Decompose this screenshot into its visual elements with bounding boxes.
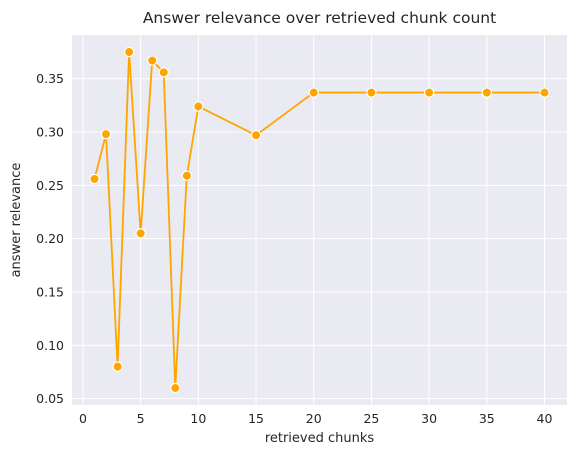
x-tick-label: 15 bbox=[248, 411, 264, 426]
data-point bbox=[366, 87, 377, 98]
x-tick-label: 25 bbox=[363, 411, 379, 426]
data-point bbox=[89, 173, 100, 185]
data-point bbox=[135, 228, 146, 239]
data-point bbox=[146, 55, 158, 66]
y-tick-label: 0.15 bbox=[36, 284, 64, 299]
data-point bbox=[539, 87, 550, 98]
y-tick-label: 0.35 bbox=[36, 71, 64, 86]
y-tick-label: 0.25 bbox=[36, 178, 64, 193]
data-point bbox=[250, 130, 262, 141]
chart-title: Answer relevance over retrieved chunk co… bbox=[143, 9, 496, 27]
data-point bbox=[423, 87, 435, 98]
x-tick-label: 0 bbox=[79, 411, 87, 426]
data-point bbox=[100, 128, 112, 140]
data-point bbox=[193, 101, 204, 112]
x-tick-label: 5 bbox=[137, 411, 145, 426]
data-point bbox=[123, 46, 135, 58]
y-tick-labels: 0.05 0.10 0.15 0.20 0.25 0.30 0.35 bbox=[36, 71, 64, 406]
data-point bbox=[181, 170, 193, 181]
y-tick-label: 0.20 bbox=[36, 231, 64, 246]
data-point bbox=[481, 87, 493, 98]
y-tick-label: 0.05 bbox=[36, 391, 64, 406]
x-tick-label: 20 bbox=[306, 411, 322, 426]
data-point bbox=[170, 382, 181, 394]
y-tick-label: 0.10 bbox=[36, 338, 64, 353]
x-tick-label: 30 bbox=[421, 411, 437, 426]
series-layer bbox=[89, 46, 550, 394]
x-tick-labels: 0 5 10 15 20 25 30 35 40 bbox=[79, 411, 553, 426]
y-axis-label: answer relevance bbox=[9, 163, 24, 278]
data-point bbox=[112, 361, 123, 372]
plot-area bbox=[72, 35, 567, 405]
data-point bbox=[308, 87, 319, 98]
x-axis-label: retrieved chunks bbox=[265, 431, 375, 446]
x-tick-label: 40 bbox=[537, 411, 553, 426]
data-point bbox=[158, 67, 169, 78]
x-tick-label: 10 bbox=[190, 411, 206, 426]
series-line bbox=[93, 51, 545, 389]
y-tick-label: 0.30 bbox=[36, 125, 64, 140]
x-tick-label: 35 bbox=[479, 411, 495, 426]
